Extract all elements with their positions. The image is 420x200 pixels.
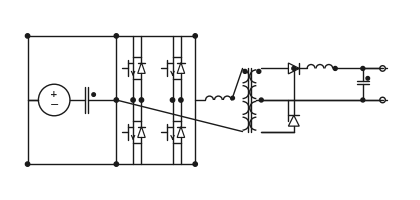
Circle shape xyxy=(139,98,144,102)
Circle shape xyxy=(92,93,95,96)
Circle shape xyxy=(114,34,118,38)
Circle shape xyxy=(193,162,197,166)
Text: +: + xyxy=(50,90,58,99)
Circle shape xyxy=(179,98,183,102)
Circle shape xyxy=(361,98,365,102)
Circle shape xyxy=(259,98,263,102)
Circle shape xyxy=(131,98,135,102)
Circle shape xyxy=(114,162,118,166)
Circle shape xyxy=(366,77,370,80)
Circle shape xyxy=(114,98,118,102)
Circle shape xyxy=(171,98,175,102)
Circle shape xyxy=(25,162,30,166)
Circle shape xyxy=(333,66,337,70)
Circle shape xyxy=(231,96,234,100)
Circle shape xyxy=(243,69,247,73)
Circle shape xyxy=(292,66,296,70)
Text: −: − xyxy=(50,100,59,110)
Circle shape xyxy=(257,69,261,73)
Circle shape xyxy=(25,34,30,38)
Circle shape xyxy=(361,66,365,70)
Circle shape xyxy=(193,34,197,38)
